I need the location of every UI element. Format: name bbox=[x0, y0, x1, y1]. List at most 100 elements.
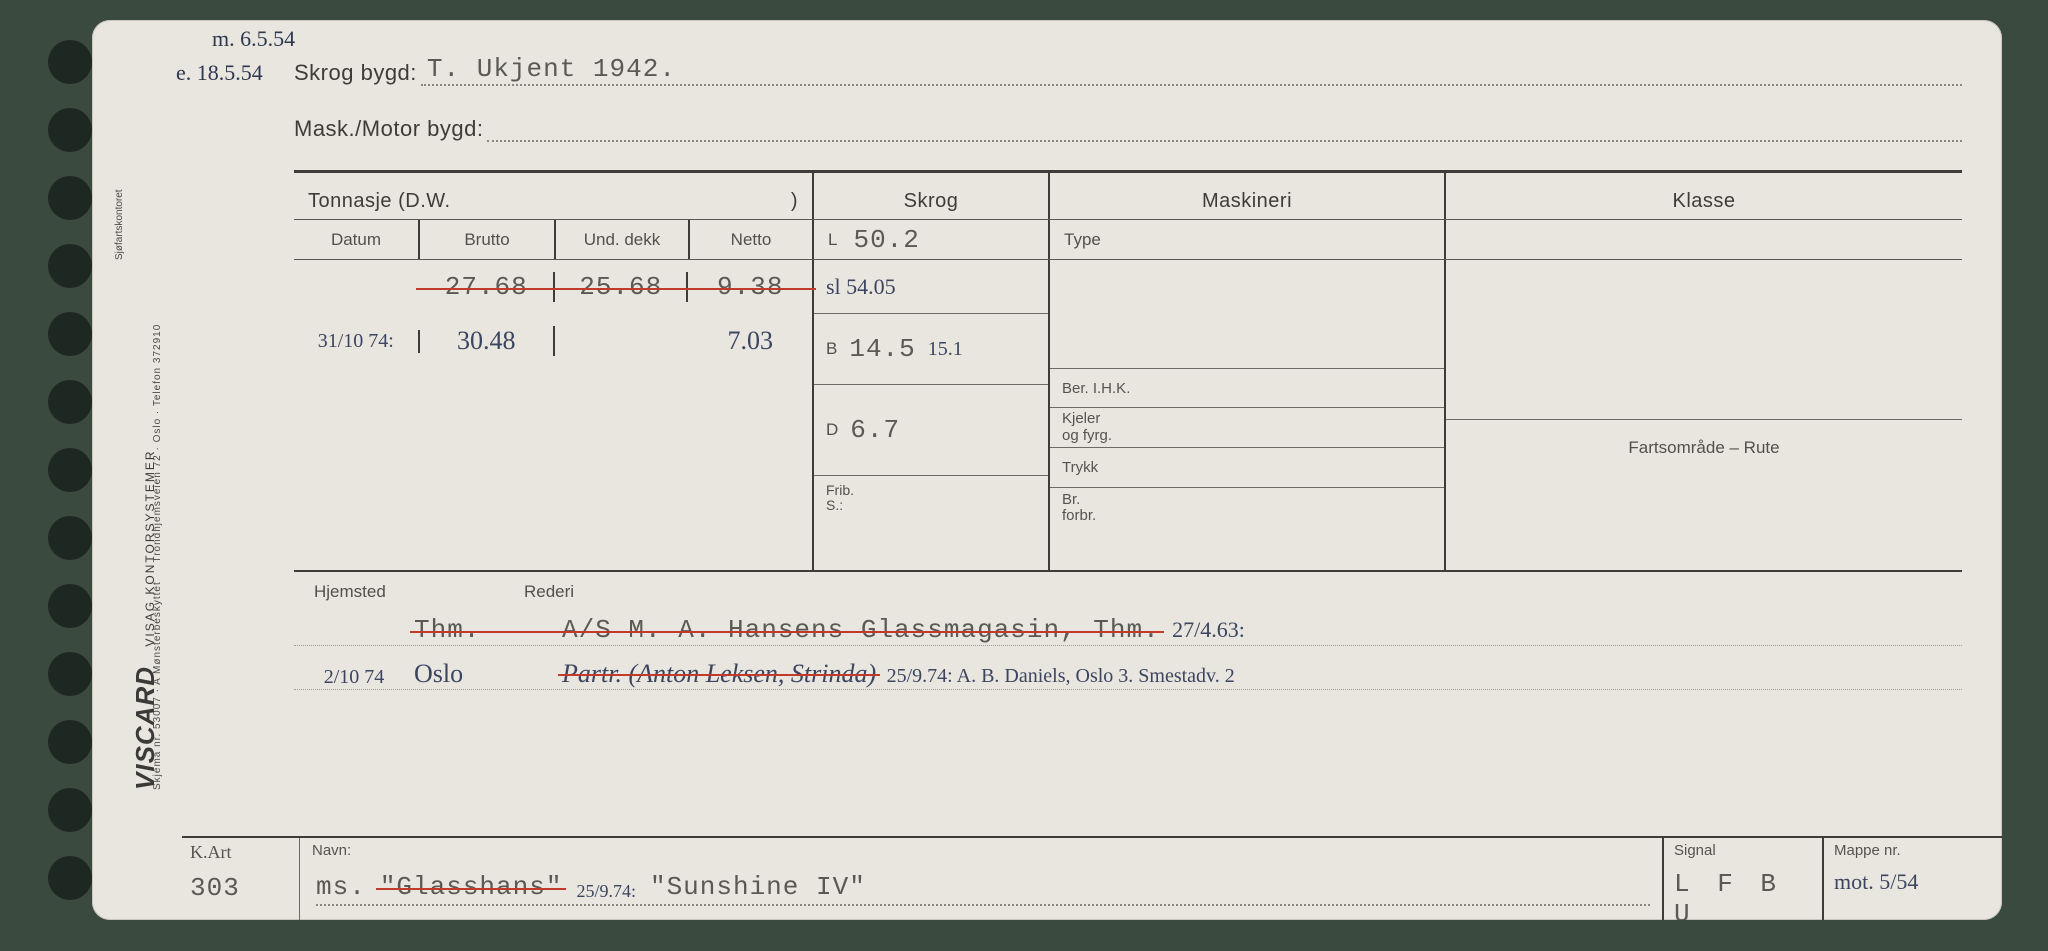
t1-netto: 9.38 bbox=[688, 272, 812, 302]
hdr-klasse: Klasse bbox=[1446, 173, 1962, 219]
val-B: 14.5 bbox=[849, 334, 915, 364]
hole bbox=[48, 108, 92, 152]
sec2-body: Thm. A/S M. A. Hansens Glassmagasin, Thm… bbox=[294, 602, 1962, 870]
label-L: L bbox=[828, 230, 837, 250]
skrog-bygd-label: Skrog bygd: bbox=[294, 60, 417, 86]
label-frib: Frib. S.: bbox=[826, 483, 854, 514]
val-L: 50.2 bbox=[853, 225, 919, 255]
tonnage-body: 27.68 25.68 9.38 31/10 74: 30.48 7.03 bbox=[294, 260, 814, 570]
brand-addr: Trondhjemsveien 72 · Oslo · Telefon 3729… bbox=[152, 324, 163, 563]
hjemsted-label: Hjemsted bbox=[294, 582, 514, 602]
mask-bygd-label: Mask./Motor bygd: bbox=[294, 116, 483, 142]
signal-cell: Signal L F B U bbox=[1662, 838, 1822, 920]
brand-skjema: Skjema nr. 53007 · A Mønsterbeskyttet bbox=[152, 581, 163, 790]
tonnage-row-4 bbox=[294, 422, 812, 476]
mask-ber-row: Ber. I.H.K. bbox=[1050, 368, 1444, 408]
o1-rederi-cell: A/S M. A. Hansens Glassmagasin, Thm. 27/… bbox=[554, 615, 1962, 645]
grid-subheader: Datum Brutto Und. dekk Netto L 50.2 Type bbox=[294, 219, 1962, 259]
navn-label: Navn: bbox=[312, 842, 1650, 859]
sub-skrog-L: L 50.2 bbox=[814, 220, 1050, 259]
grid-body: 27.68 25.68 9.38 31/10 74: 30.48 7.03 bbox=[294, 259, 1962, 570]
brand-corner: Sjøfartskontoret bbox=[114, 189, 125, 260]
klasse-blank-2 bbox=[1446, 476, 1962, 570]
tonnage-row-5 bbox=[294, 476, 812, 530]
sub-und: Und. dekk bbox=[556, 220, 690, 259]
skrog-b-row: B 14.5 15.1 bbox=[814, 314, 1048, 384]
hdr-maskineri: Maskineri bbox=[1050, 173, 1446, 219]
bottom-strip: K.Art 303 Navn: ms. "Glasshans" 25/9.74:… bbox=[182, 836, 2002, 920]
sec2-header: Hjemsted Rederi bbox=[294, 572, 1962, 602]
mask-bygd-fill bbox=[487, 116, 1962, 142]
hole bbox=[48, 176, 92, 220]
val-L2: sl 54.05 bbox=[826, 274, 896, 300]
main-grid: Tonnasje (D.W. ) Skrog Maskineri Klasse … bbox=[294, 170, 1962, 570]
tonnage-row-6 bbox=[294, 530, 812, 570]
val-D: 6.7 bbox=[850, 415, 900, 445]
kart-label: K.Art bbox=[190, 842, 291, 863]
skrog-l2-row: sl 54.05 bbox=[814, 260, 1048, 314]
sub-datum: Datum bbox=[294, 220, 420, 259]
navn-date: 25/9.74: bbox=[576, 881, 636, 902]
handwritten-note-1: m. 6.5.54 bbox=[212, 26, 295, 52]
mappe-value: mot. 5/54 bbox=[1834, 869, 1992, 895]
card-wrap: VISCARD VISAG KONTORSYSTEMER Skjema nr. … bbox=[34, 20, 2014, 920]
hole bbox=[48, 856, 92, 900]
tonnage-row-2: 31/10 74: 30.48 7.03 bbox=[294, 314, 812, 368]
hole bbox=[48, 584, 92, 628]
mappe-label: Mappe nr. bbox=[1834, 842, 1992, 859]
maskineri-body: Ber. I.H.K. Kjeler og fyrg. Trykk Br. fo… bbox=[1050, 260, 1446, 570]
skrog-frib-row: Frib. S.: bbox=[814, 476, 1048, 520]
hole bbox=[48, 720, 92, 764]
signal-label: Signal bbox=[1674, 842, 1812, 859]
o2-rederi-cell: Partr. (Anton Leksen, Strinda) 25/9.74: … bbox=[554, 659, 1962, 689]
hole bbox=[48, 244, 92, 288]
signal-value: L F B U bbox=[1674, 869, 1812, 920]
index-card: VISCARD VISAG KONTORSYSTEMER Skjema nr. … bbox=[92, 20, 2002, 920]
o2-rederi: Partr. (Anton Leksen, Strinda) bbox=[562, 659, 876, 688]
brand-line-2: Skjema nr. 53007 · A Mønsterbeskyttet Tr… bbox=[152, 160, 163, 790]
sub-klasse-blank bbox=[1446, 220, 1962, 259]
skrog-bygd-fill: T. Ukjent 1942. bbox=[421, 60, 1962, 86]
navn-cell: Navn: ms. "Glasshans" 25/9.74: "Sunshine… bbox=[300, 838, 1662, 920]
kart-cell: K.Art 303 bbox=[182, 838, 300, 920]
skrog-body: sl 54.05 B 14.5 15.1 D 6.7 Frib. S.: bbox=[814, 260, 1050, 570]
navn-prefix: ms. bbox=[316, 872, 366, 902]
skrog-d-row: D 6.7 bbox=[814, 384, 1048, 476]
navn-old: "Glasshans" bbox=[380, 872, 563, 902]
fart-label: Fartsområde – Rute bbox=[1446, 420, 1962, 476]
hole bbox=[48, 448, 92, 492]
label-D: D bbox=[826, 420, 838, 440]
mask-bygd-line: Mask./Motor bygd: bbox=[294, 116, 1962, 142]
mask-type-row bbox=[1050, 260, 1444, 368]
sub-type: Type bbox=[1050, 220, 1446, 259]
hole bbox=[48, 40, 92, 84]
t1-brutto: 27.68 bbox=[420, 272, 555, 302]
klasse-body: Fartsområde – Rute bbox=[1446, 260, 1962, 570]
brand-strip: VISCARD VISAG KONTORSYSTEMER Skjema nr. … bbox=[100, 160, 156, 800]
hdr-tonnasje-label: Tonnasje (D.W. bbox=[308, 190, 451, 213]
owner-row-2: 2/10 74 Oslo Partr. (Anton Leksen, Strin… bbox=[294, 646, 1962, 690]
mask-br-row: Br. forbr. bbox=[1050, 488, 1444, 528]
skrog-bygd-value: T. Ukjent 1942. bbox=[427, 54, 676, 84]
rederi-label: Rederi bbox=[514, 582, 694, 602]
sub-brutto: Brutto bbox=[420, 220, 556, 259]
tonnage-row-1: 27.68 25.68 9.38 bbox=[294, 260, 812, 314]
t2-netto: 7.03 bbox=[688, 326, 812, 356]
t2-datum: 31/10 74: bbox=[294, 330, 420, 353]
sub-netto: Netto bbox=[690, 220, 814, 259]
skrog-bygd-line: Skrog bygd: T. Ukjent 1942. bbox=[294, 60, 1962, 86]
val-B2: 15.1 bbox=[928, 338, 963, 361]
t2-brutto: 30.48 bbox=[420, 326, 555, 356]
hjemsted-section: Hjemsted Rederi Thm. A/S M. A. Hansens G… bbox=[294, 570, 1962, 870]
o2-place: Oslo bbox=[414, 659, 554, 689]
grid-header-row: Tonnasje (D.W. ) Skrog Maskineri Klasse bbox=[294, 173, 1962, 219]
hdr-tonnasje: Tonnasje (D.W. ) bbox=[294, 173, 814, 219]
navn-new: "Sunshine IV" bbox=[650, 872, 866, 902]
hdr-tonnasje-close: ) bbox=[791, 190, 798, 213]
o1-place: Thm. bbox=[414, 615, 554, 645]
tonnage-row-3 bbox=[294, 368, 812, 422]
hole bbox=[48, 788, 92, 832]
navn-line: ms. "Glasshans" 25/9.74: "Sunshine IV" bbox=[316, 872, 1650, 906]
klasse-blank-1 bbox=[1446, 260, 1962, 420]
hole bbox=[48, 312, 92, 356]
